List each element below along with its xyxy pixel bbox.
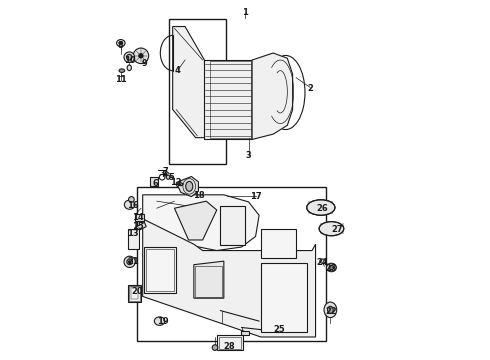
Ellipse shape bbox=[324, 302, 337, 318]
Ellipse shape bbox=[124, 52, 135, 63]
Text: 17: 17 bbox=[250, 192, 261, 201]
Text: 23: 23 bbox=[326, 264, 337, 273]
Bar bbox=[241, 331, 248, 334]
Text: 14: 14 bbox=[132, 213, 144, 222]
Polygon shape bbox=[135, 222, 146, 231]
Bar bbox=[204, 60, 252, 139]
Bar bbox=[220, 207, 245, 245]
Ellipse shape bbox=[128, 197, 134, 202]
Bar bbox=[137, 187, 326, 341]
Ellipse shape bbox=[307, 200, 335, 215]
Ellipse shape bbox=[329, 265, 334, 270]
Ellipse shape bbox=[124, 256, 135, 267]
Text: 19: 19 bbox=[157, 317, 169, 326]
Bar bbox=[146, 249, 174, 291]
Ellipse shape bbox=[154, 317, 165, 325]
Text: 4: 4 bbox=[175, 66, 181, 75]
Ellipse shape bbox=[186, 181, 193, 191]
Ellipse shape bbox=[119, 42, 122, 45]
Ellipse shape bbox=[127, 259, 132, 265]
Text: 13: 13 bbox=[127, 229, 139, 238]
Polygon shape bbox=[194, 261, 224, 298]
Text: 5: 5 bbox=[168, 173, 174, 182]
Text: 20: 20 bbox=[132, 287, 143, 296]
Text: 26: 26 bbox=[317, 204, 328, 213]
Text: 18: 18 bbox=[193, 192, 204, 201]
Text: 8: 8 bbox=[118, 41, 123, 50]
Text: 21: 21 bbox=[127, 257, 139, 266]
Bar bbox=[217, 335, 243, 350]
Ellipse shape bbox=[124, 200, 135, 209]
Ellipse shape bbox=[176, 181, 185, 188]
Text: 15: 15 bbox=[132, 222, 144, 231]
Ellipse shape bbox=[320, 259, 325, 263]
Ellipse shape bbox=[127, 65, 131, 71]
Ellipse shape bbox=[164, 173, 167, 176]
Polygon shape bbox=[143, 219, 316, 337]
Ellipse shape bbox=[179, 183, 183, 186]
Text: 28: 28 bbox=[223, 342, 235, 351]
Text: 7: 7 bbox=[163, 167, 169, 176]
Text: 10: 10 bbox=[124, 55, 136, 64]
Text: 24: 24 bbox=[316, 258, 328, 267]
Ellipse shape bbox=[126, 54, 132, 60]
Polygon shape bbox=[143, 195, 259, 251]
Ellipse shape bbox=[119, 69, 124, 72]
Ellipse shape bbox=[166, 175, 170, 179]
Bar bbox=[261, 263, 307, 332]
Text: 25: 25 bbox=[274, 325, 286, 334]
Polygon shape bbox=[174, 201, 217, 240]
Bar bbox=[135, 213, 144, 221]
Bar bbox=[128, 229, 139, 249]
Ellipse shape bbox=[133, 48, 148, 64]
Polygon shape bbox=[172, 27, 206, 138]
Bar bbox=[131, 287, 139, 299]
Text: 3: 3 bbox=[245, 151, 251, 160]
Bar bbox=[219, 337, 242, 348]
Text: 1: 1 bbox=[242, 8, 248, 17]
Text: 9: 9 bbox=[142, 59, 147, 68]
Text: 6: 6 bbox=[152, 179, 158, 188]
Text: 27: 27 bbox=[331, 225, 343, 234]
Text: 22: 22 bbox=[325, 307, 337, 316]
Polygon shape bbox=[178, 176, 198, 197]
Ellipse shape bbox=[128, 261, 131, 263]
Bar bbox=[150, 177, 157, 186]
Text: 12: 12 bbox=[171, 178, 182, 187]
Bar bbox=[145, 247, 176, 293]
Text: 2: 2 bbox=[307, 84, 313, 93]
Ellipse shape bbox=[327, 306, 333, 313]
Bar bbox=[128, 285, 141, 302]
Bar bbox=[210, 61, 251, 138]
Ellipse shape bbox=[117, 40, 125, 47]
Polygon shape bbox=[252, 53, 293, 139]
Bar bbox=[261, 229, 296, 258]
Text: 16: 16 bbox=[127, 201, 139, 210]
Ellipse shape bbox=[326, 263, 336, 272]
Ellipse shape bbox=[319, 222, 344, 236]
Text: 11: 11 bbox=[115, 75, 127, 84]
Ellipse shape bbox=[212, 345, 218, 350]
Bar bbox=[129, 286, 140, 301]
Bar bbox=[195, 266, 222, 297]
Ellipse shape bbox=[139, 54, 143, 58]
Bar bbox=[169, 19, 225, 164]
